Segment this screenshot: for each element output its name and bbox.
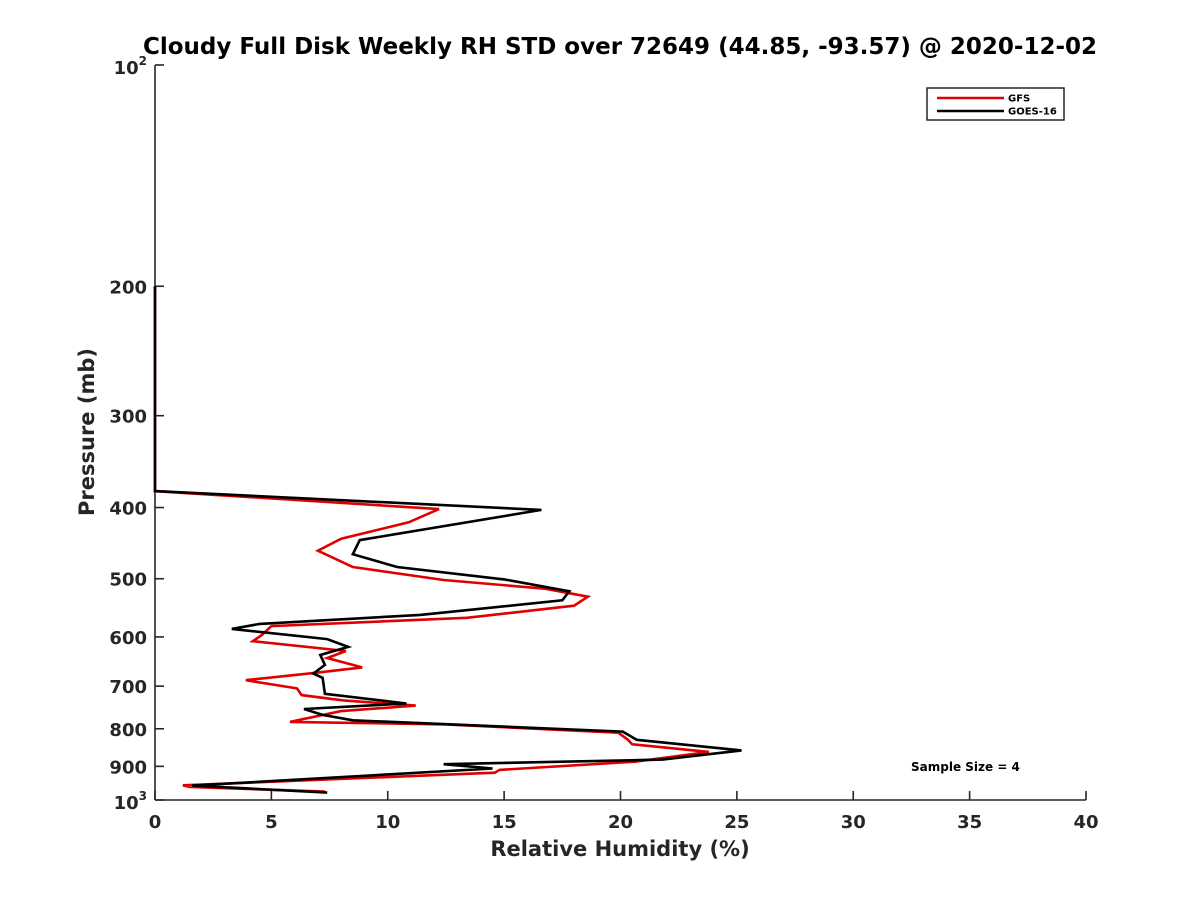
x-tick-label: 30 bbox=[841, 812, 866, 833]
y-tick-label-exponent: 3 bbox=[139, 789, 147, 803]
x-tick-label: 10 bbox=[375, 812, 400, 833]
y-tick-label-base: 10 bbox=[114, 58, 139, 79]
y-axis-label: Pressure (mb) bbox=[75, 348, 99, 516]
series-layer bbox=[153, 286, 742, 794]
y-tick-label-exponent: 2 bbox=[139, 54, 147, 68]
x-tick-label: 5 bbox=[265, 812, 278, 833]
x-tick-label: 20 bbox=[608, 812, 633, 833]
legend-label-goes16: GOES-16 bbox=[1008, 107, 1057, 118]
y-tick-label: 400 bbox=[109, 499, 147, 520]
y-tick-label-power: 102 bbox=[114, 54, 147, 79]
series-line-goes16 bbox=[153, 286, 742, 794]
sample-size-annotation: Sample Size = 4 bbox=[911, 760, 1020, 774]
x-tick-label: 40 bbox=[1073, 812, 1098, 833]
x-tick-label: 35 bbox=[957, 812, 982, 833]
y-tick-label: 500 bbox=[109, 570, 147, 591]
y-tick-label: 300 bbox=[109, 407, 147, 428]
x-axis-label: Relative Humidity (%) bbox=[490, 837, 749, 861]
x-axis-ticks: 0 5 10 15 20 25 30 35 40 bbox=[149, 791, 1099, 833]
legend: GFS GOES-16 bbox=[926, 87, 1065, 121]
legend-box bbox=[926, 87, 1065, 121]
y-tick-label-power: 103 bbox=[114, 789, 147, 814]
y-tick-label: 700 bbox=[109, 677, 147, 698]
x-tick-label: 15 bbox=[492, 812, 517, 833]
y-tick-label-base: 10 bbox=[114, 793, 139, 814]
y-tick-label: 800 bbox=[109, 720, 147, 741]
y-tick-label: 200 bbox=[109, 277, 147, 298]
x-tick-label: 0 bbox=[149, 812, 162, 833]
y-tick-label: 900 bbox=[109, 757, 147, 778]
y-tick-label: 600 bbox=[109, 628, 147, 649]
chart-title: Cloudy Full Disk Weekly RH STD over 7264… bbox=[143, 34, 1097, 60]
legend-label-gfs: GFS bbox=[1008, 94, 1030, 105]
x-tick-label: 25 bbox=[724, 812, 749, 833]
